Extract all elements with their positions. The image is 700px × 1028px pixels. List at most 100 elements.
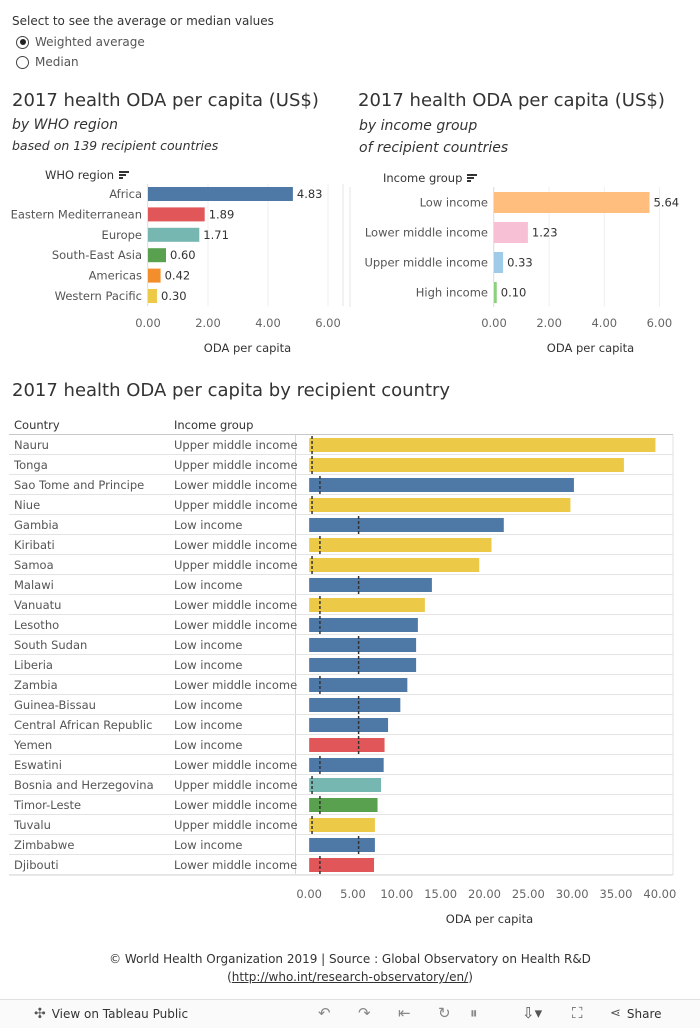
region-bar: [148, 268, 161, 283]
charts-canvas: Africa 4.83 Eastern Mediterranean 1.89 Europ…: [9, 184, 679, 926]
radio-label: Median: [35, 55, 79, 69]
region-bar: [148, 227, 200, 242]
share-label: Share: [626, 1006, 662, 1021]
sort-icon[interactable]: [467, 174, 478, 182]
region-bar: [148, 248, 166, 263]
region-chart-title: 2017 health ODA per capita (US$): [12, 90, 319, 111]
x-tick-label: 30.00: [556, 887, 589, 901]
income-group-label: Lower middle income: [174, 478, 297, 492]
x-tick-label: 2.00: [195, 316, 221, 330]
country-bar: [309, 598, 425, 612]
refresh-icon[interactable]: ↻: [438, 1004, 451, 1022]
income-bar: [494, 222, 528, 243]
income-group-label: Lower middle income: [174, 618, 297, 632]
region-label: Eastern Mediterranean: [11, 207, 142, 221]
country-bar: [309, 798, 378, 812]
country-label: Malawi: [14, 578, 54, 592]
country-label: Niue: [14, 498, 40, 512]
income-group-label: Lower middle income: [174, 858, 297, 872]
radio-median[interactable]: Median: [16, 55, 79, 69]
country-bar: [309, 718, 389, 732]
x-tick-label: 25.00: [512, 887, 545, 901]
radio-label: Weighted average: [35, 35, 145, 49]
share-button[interactable]: ⋖ Share: [610, 1006, 662, 1021]
country-label: South Sudan: [14, 638, 87, 652]
download-icon[interactable]: ⇩▾: [522, 1004, 543, 1022]
country-bar: [309, 818, 375, 832]
country-bar: [309, 678, 408, 692]
country-bar: [309, 738, 385, 752]
footer-credit: © World Health Organization 2019 | Sourc…: [109, 952, 591, 966]
region-value-label: 1.89: [209, 207, 235, 221]
country-label: Zambia: [14, 678, 58, 692]
control-title: Select to see the average or median valu…: [12, 14, 274, 28]
sort-icon[interactable]: [119, 171, 130, 179]
income-chart-subtitle-2: of recipient countries: [359, 140, 509, 156]
country-bar: [309, 558, 480, 572]
radio-unselected-icon[interactable]: [16, 55, 29, 69]
country-bar: [309, 478, 574, 492]
x-tick-label: 0.00: [481, 316, 507, 330]
country-bar: [309, 698, 401, 712]
undo-icon[interactable]: ↶: [318, 1004, 331, 1022]
country-bar: [309, 458, 624, 472]
income-group-label: Low income: [174, 518, 242, 532]
radio-selected-icon[interactable]: [16, 35, 29, 49]
region-column-header[interactable]: WHO region: [45, 168, 130, 182]
income-column-header[interactable]: Income group: [383, 171, 478, 185]
x-tick-label: 15.00: [424, 887, 457, 901]
radio-weighted-average[interactable]: Weighted average: [16, 35, 145, 49]
country-label: Zimbabwe: [14, 838, 74, 852]
income-label: Lower middle income: [365, 226, 488, 240]
region-value-label: 0.60: [170, 248, 196, 262]
income-group-label: Low income: [174, 658, 242, 672]
country-bar: [309, 578, 432, 592]
x-tick-label: 0.00: [296, 887, 322, 901]
region-bar: [148, 187, 293, 201]
view-on-tableau-button[interactable]: ✣ View on Tableau Public: [34, 1006, 188, 1022]
income-value-label: 1.23: [532, 226, 558, 240]
country-column-header: Country: [14, 418, 60, 432]
income-bar: [494, 192, 650, 213]
fullscreen-icon[interactable]: ⛶: [572, 1004, 583, 1022]
revert-icon[interactable]: ⇤: [398, 1004, 411, 1022]
income-group-label: Upper middle income: [174, 558, 298, 572]
country-label: Bosnia and Herzegovina: [14, 778, 154, 792]
region-label: Africa: [109, 187, 142, 201]
country-bar: [309, 518, 504, 532]
x-tick-label: 5.00: [340, 887, 366, 901]
country-label: Gambia: [14, 518, 59, 532]
country-bar: [309, 538, 492, 552]
x-tick-label: 4.00: [255, 316, 281, 330]
redo-icon[interactable]: ↷: [358, 1004, 371, 1022]
x-tick-label: 10.00: [380, 887, 413, 901]
region-bar: [148, 289, 157, 303]
country-label: Eswatini: [14, 758, 62, 772]
income-column-header-label: Income group: [383, 171, 463, 185]
tableau-icon: ✣: [34, 1006, 46, 1022]
share-icon: ⋖: [610, 1006, 621, 1021]
x-axis-title: ODA per capita: [547, 341, 634, 355]
source-link[interactable]: http://who.int/research-observatory/en/: [231, 970, 469, 984]
income-group-label: Low income: [174, 638, 242, 652]
income-group-label: Upper middle income: [174, 438, 298, 452]
region-value-label: 0.30: [161, 289, 187, 303]
income-group-label: Low income: [174, 698, 242, 712]
region-bar: [148, 207, 205, 222]
income-group-label: Lower middle income: [174, 538, 297, 552]
x-tick-label: 35.00: [600, 887, 633, 901]
region-value-label: 0.42: [165, 269, 191, 283]
x-tick-label: 6.00: [315, 316, 341, 330]
income-group-label: Lower middle income: [174, 798, 297, 812]
country-label: Sao Tome and Principe: [14, 478, 144, 492]
income-group-label: Upper middle income: [174, 778, 298, 792]
country-label: Yemen: [13, 738, 52, 752]
pause-icon[interactable]: ⏸: [470, 1004, 478, 1022]
region-label: Western Pacific: [55, 289, 142, 303]
region-label: South-East Asia: [52, 248, 142, 262]
region-chart-subtitle: by WHO region: [12, 117, 119, 133]
income-group-label: Low income: [174, 578, 242, 592]
country-bar: [309, 778, 382, 792]
income-group-label: Upper middle income: [174, 818, 298, 832]
income-label: High income: [416, 286, 488, 300]
